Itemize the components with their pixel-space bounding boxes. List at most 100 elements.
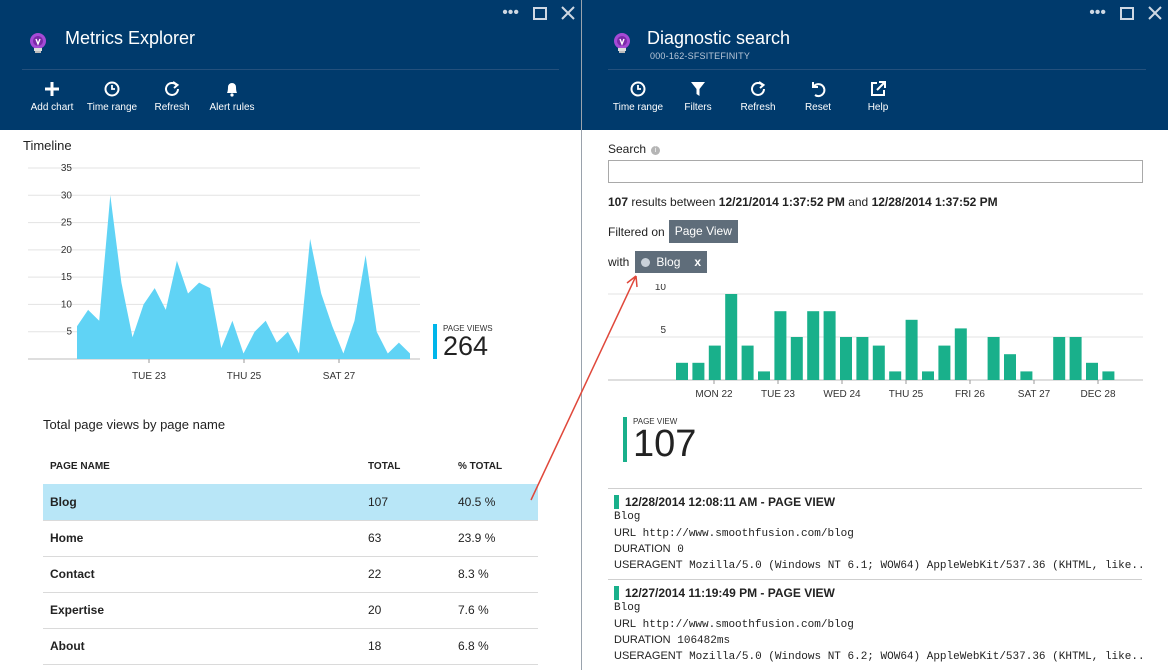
x-tick-label: TUE 23: [132, 371, 166, 382]
event-duration: DURATION 0: [614, 541, 1142, 557]
filter-dot-icon: [641, 257, 651, 267]
table-row[interactable]: Contact 22 8.3 %: [43, 556, 538, 593]
undo-icon: [812, 82, 826, 98]
kpi-label: PAGE VIEWS: [443, 324, 493, 333]
percent-cell: 7.6 %: [451, 592, 538, 629]
header-divider: [608, 69, 1146, 70]
results-summary: 107 results between 12/21/2014 1:37:52 P…: [608, 195, 998, 209]
page-name-cell: Blog: [43, 484, 361, 521]
total-cell: 63: [361, 520, 451, 557]
page-view-bar: [905, 319, 918, 380]
field-key: URL: [614, 527, 637, 539]
page-view-bar: [1020, 371, 1033, 380]
alert-rules-button[interactable]: Alert rules: [202, 80, 262, 120]
page-view-bar: [676, 362, 688, 380]
percent-cell: 40.5 %: [451, 484, 538, 521]
field-key: USERAGENT: [614, 559, 683, 571]
kpi-value: 107: [633, 423, 697, 465]
toolbar-label: Refresh: [154, 102, 190, 113]
table-row[interactable]: About 18 6.8 %: [43, 628, 538, 665]
field-value: http://www.smoothfusion.com/blog: [642, 619, 854, 631]
results-start: 12/21/2014 1:37:52 PM: [718, 195, 845, 209]
percent-cell: 8.3 %: [451, 556, 538, 593]
toolbar-label: Alert rules: [209, 102, 255, 113]
table-row[interactable]: Expertise 20 7.6 %: [43, 592, 538, 629]
total-cell: 18: [361, 628, 451, 665]
timeline-area-chart[interactable]: 5 10 15 20 25 30 35 TUE 23 THU 25 SAT 27: [22, 160, 422, 390]
filters-button[interactable]: Filters: [668, 80, 728, 120]
search-label-text: Search: [608, 142, 647, 156]
page-view-bar: [954, 328, 967, 380]
x-tick-label: DEC 28: [1080, 389, 1115, 400]
refresh-button[interactable]: Refresh: [728, 80, 788, 120]
event-item[interactable]: 12/28/2014 12:08:11 AM - PAGE VIEW Blog …: [608, 488, 1142, 579]
total-cell: 107: [361, 484, 451, 521]
bell-icon: [227, 83, 237, 97]
page-view-filter-chip[interactable]: Page View: [668, 220, 738, 243]
page-view-bar: [708, 345, 721, 380]
event-useragent: USERAGENT Mozilla/5.0 (Windows NT 6.2; W…: [614, 648, 1142, 664]
diagnostic-search-blade: ••• Diagnostic search 000-162-SFSITEFINI…: [582, 0, 1168, 670]
column-header[interactable]: % TOTAL: [458, 460, 503, 472]
x-tick-label: THU 25: [889, 389, 924, 400]
x-tick-label: THU 25: [227, 371, 262, 382]
lightbulb-icon: [614, 33, 630, 53]
help-button[interactable]: Help: [848, 80, 908, 120]
field-key: DURATION: [614, 543, 671, 555]
refresh-button[interactable]: Refresh: [142, 80, 202, 120]
toolbar: Add chart Time range Refresh Alert rules: [22, 80, 262, 120]
page-name-cell: Contact: [43, 556, 361, 593]
close-icon[interactable]: [1148, 6, 1162, 20]
page-view-bar: [1069, 337, 1082, 380]
page-view-bar: [1004, 354, 1016, 380]
filter-line: Filtered on Page View: [608, 220, 738, 243]
page-view-bar: [922, 371, 934, 380]
event-item[interactable]: 12/27/2014 11:19:49 PM - PAGE VIEW Blog …: [608, 579, 1142, 670]
page-view-bar: [807, 311, 820, 380]
blade-header: ••• Diagnostic search 000-162-SFSITEFINI…: [582, 0, 1168, 130]
toolbar-label: Add chart: [30, 102, 74, 113]
more-icon[interactable]: •••: [502, 4, 519, 21]
page-view-bar: [938, 345, 951, 380]
field-value: Mozilla/5.0 (Windows NT 6.2; WOW64) Appl…: [689, 651, 1142, 663]
table-row[interactable]: Blog 107 40.5 %: [43, 484, 538, 521]
search-input[interactable]: [608, 160, 1143, 183]
x-tick-label: TUE 23: [761, 389, 795, 400]
blog-filter-chip[interactable]: Blog x: [635, 251, 708, 273]
metrics-explorer-blade: ••• Metrics Explorer Add chart Time rang…: [0, 0, 581, 670]
field-key: URL: [614, 618, 637, 630]
x-tick-label: MON 22: [695, 389, 733, 400]
maximize-icon[interactable]: [533, 6, 547, 20]
toolbar-label: Reset: [804, 102, 832, 113]
results-count: 107: [608, 195, 629, 209]
remove-filter-icon[interactable]: x: [694, 255, 702, 269]
page-name-cell: Expertise: [43, 592, 361, 629]
table-row[interactable]: Home 63 23.9 %: [43, 520, 538, 557]
maximize-icon[interactable]: [1120, 6, 1134, 20]
with-prefix: with: [608, 255, 630, 269]
kpi-label: PAGE VIEW: [633, 417, 678, 426]
time-range-button[interactable]: Time range: [82, 80, 142, 120]
field-value: 106482ms: [677, 635, 731, 647]
clock-icon: [630, 81, 646, 97]
page-view-bar: [1086, 362, 1098, 380]
event-title: 12/27/2014 11:19:49 PM - PAGE VIEW: [614, 586, 1142, 600]
column-header[interactable]: TOTAL: [368, 460, 401, 472]
page-view-bar-chart[interactable]: 5 10 MON 22 TUE 23 WED 24 THU 25 FRI 26 SAT 27 D…: [608, 284, 1143, 404]
event-page-name: Blog: [614, 602, 641, 614]
page-view-bar: [840, 337, 852, 380]
add-chart-button[interactable]: Add chart: [22, 80, 82, 120]
blade-title: Diagnostic search: [647, 28, 791, 48]
close-icon[interactable]: [561, 6, 575, 20]
more-icon[interactable]: •••: [1089, 4, 1106, 21]
time-range-button[interactable]: Time range: [608, 80, 668, 120]
field-key: USERAGENT: [614, 650, 683, 662]
page-view-bar: [725, 294, 738, 380]
blade-title: Metrics Explorer: [65, 28, 196, 48]
info-icon[interactable]: i: [651, 146, 661, 155]
column-header[interactable]: PAGE NAME: [50, 460, 110, 472]
reset-button[interactable]: Reset: [788, 80, 848, 120]
total-cell: 22: [361, 556, 451, 593]
x-tick-label: WED 24: [823, 389, 861, 400]
y-tick-label: 20: [61, 245, 73, 256]
